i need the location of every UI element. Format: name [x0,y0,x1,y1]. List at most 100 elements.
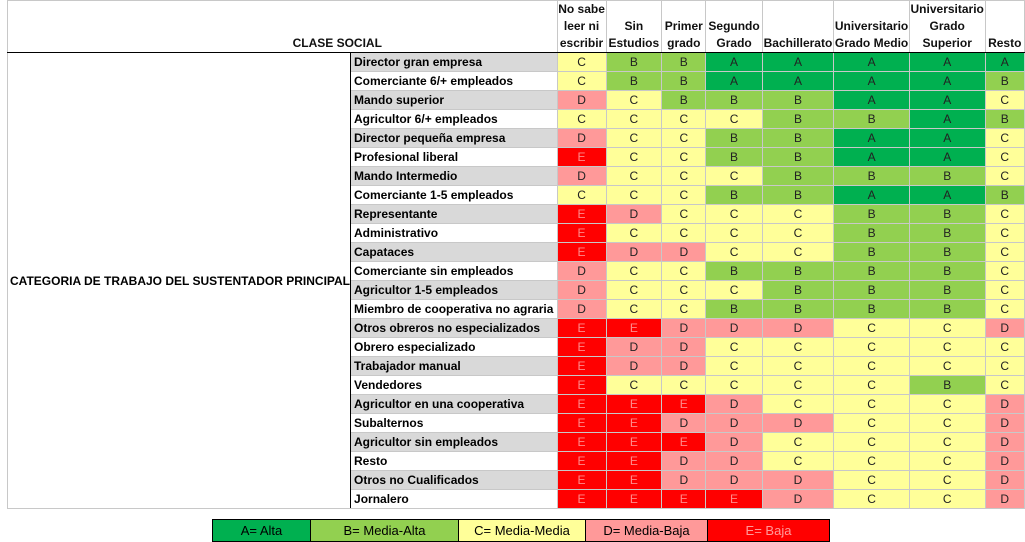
row-label: Comerciante sin empleados [350,261,558,281]
grade-cell: E [556,204,607,224]
grade-cell: A [908,109,986,129]
row-label: Trabajador manual [350,356,558,376]
grade-cell: D [984,394,1025,414]
row-label: Resto [350,451,558,471]
grade-cell: C [833,375,910,395]
legend-item-c: C= Media-Media [459,520,586,541]
grade-cell: C [605,185,663,205]
grade-cell: B [833,299,910,319]
grade-cell: B [705,147,763,167]
grade-cell: C [761,394,835,414]
grade-cell: D [556,299,607,319]
grade-cell: A [908,147,986,167]
grade-cell: A [908,52,986,72]
grade-cell: D [761,489,835,509]
row-label: Profesional liberal [350,147,558,167]
table-row: Otros no Cualificados E E D D D C C D [8,470,1025,490]
grade-cell: B [833,242,910,262]
column-header: Segundo Grado [705,0,763,53]
grade-cell: C [761,337,835,357]
grade-cell: C [984,204,1025,224]
legend-item-e: E= Baja [708,520,829,541]
grade-cell: B [761,90,835,110]
grade-cell: B [908,299,986,319]
column-header: Primer grado [661,0,707,53]
grade-cell: E [556,223,607,243]
grade-cell: D [605,242,663,262]
legend-item-b: B= Media-Alta [311,520,459,541]
grade-cell: C [556,71,607,91]
grade-cell: C [984,242,1025,262]
grade-cell: C [661,109,707,129]
row-label: Agricultor sin empleados [350,432,558,452]
grade-cell: D [984,451,1025,471]
grade-cell: B [833,223,910,243]
grade-cell: E [556,432,607,452]
grade-cell: E [556,375,607,395]
grade-cell: E [661,394,707,414]
row-label: Director pequeña empresa [350,128,558,148]
grade-cell: D [661,356,707,376]
grade-cell: B [761,128,835,148]
grade-cell: D [761,470,835,490]
grade-cell: E [605,318,663,338]
grade-cell: C [705,223,763,243]
grade-cell: C [705,337,763,357]
grade-cell: C [984,356,1025,376]
grade-cell: C [984,223,1025,243]
grade-cell: C [705,375,763,395]
grade-cell: B [984,185,1025,205]
row-label: Obrero especializado [350,337,558,357]
grade-cell: B [705,128,763,148]
grade-cell: D [705,318,763,338]
row-label: Comerciante 1-5 empleados [350,185,558,205]
row-label: Mando Intermedio [350,166,558,186]
table-row: Agricultor 1-5 empleados D C C C B B B C [8,280,1025,300]
grade-cell: C [605,147,663,167]
grade-cell: B [705,185,763,205]
row-label: Comerciante 6/+ empleados [350,71,558,91]
grade-cell: D [661,470,707,490]
grade-cell: C [661,280,707,300]
table-row: Agricultor sin empleados E E E D C C C D [8,432,1025,452]
grade-cell: C [605,109,663,129]
grade-cell: C [661,128,707,148]
grade-cell: D [556,90,607,110]
grade-cell: B [984,109,1025,129]
grade-cell: D [605,337,663,357]
grade-cell: C [761,242,835,262]
grade-cell: C [908,451,986,471]
grade-cell: C [984,337,1025,357]
grade-cell: E [605,451,663,471]
grade-cell: C [984,147,1025,167]
grade-cell: A [833,71,910,91]
grade-cell: C [833,318,910,338]
column-header: Bachillerato [761,0,835,53]
grade-cell: E [605,470,663,490]
grade-cell: D [705,413,763,433]
grade-cell: A [833,128,910,148]
grade-cell: C [908,318,986,338]
grade-cell: B [908,261,986,281]
grade-cell: D [984,470,1025,490]
grade-cell: D [556,280,607,300]
grade-cell: A [984,52,1025,72]
social-class-table: CLASE SOCIAL No sabe leer ni escribir Sin… [6,0,1025,509]
grade-cell: E [556,337,607,357]
grade-cell: C [605,375,663,395]
grade-cell: B [761,299,835,319]
grade-cell: D [761,413,835,433]
grade-cell: E [661,432,707,452]
grade-cell: C [908,470,986,490]
grade-cell: E [605,394,663,414]
table-row: Agricultor en una cooperativa E E E D C C C D [8,394,1025,414]
grade-cell: B [705,299,763,319]
grade-cell: D [605,356,663,376]
grade-cell: B [661,90,707,110]
row-label: Agricultor 1-5 empleados [350,280,558,300]
grade-cell: D [605,204,663,224]
grade-cell: C [705,109,763,129]
legend-item-d: D= Media-Baja [586,520,708,541]
grade-cell: E [556,451,607,471]
table-row: Agricultor 6/+ empleados C C C C B B A B [8,109,1025,129]
